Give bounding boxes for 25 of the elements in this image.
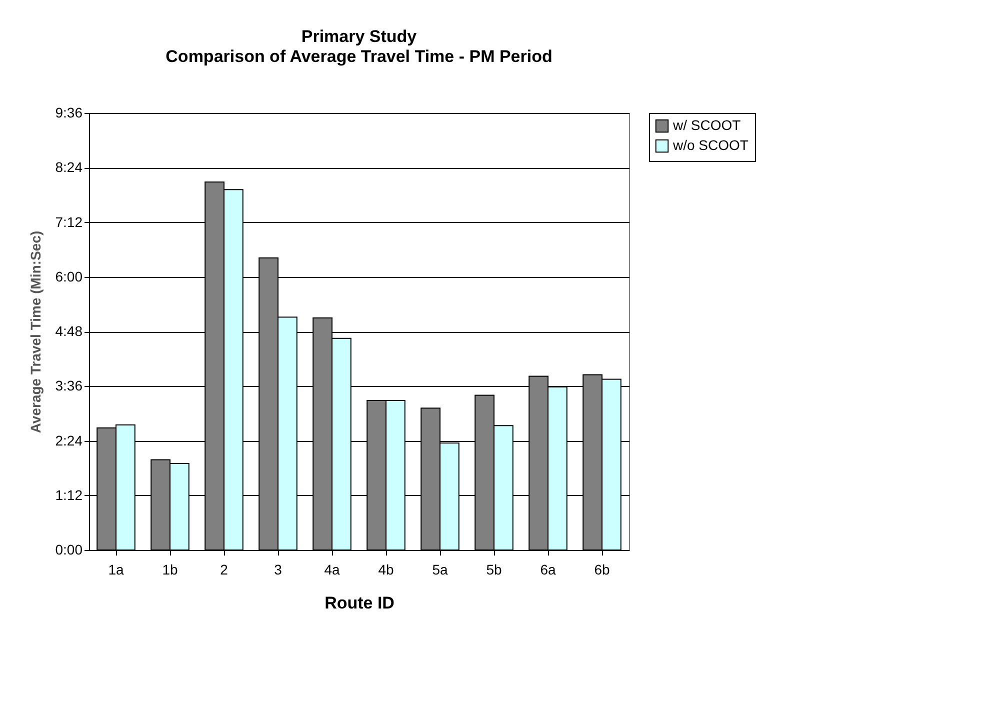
chart-subtitle: Comparison of Average Travel Time - PM Period xyxy=(166,47,552,66)
y-tick-label: 7:12 xyxy=(55,214,83,230)
x-tick-label: 2 xyxy=(220,562,228,578)
y-tick-label: 4:48 xyxy=(55,323,83,339)
x-tick-label: 4b xyxy=(378,562,394,578)
legend-label: w/o SCOOT xyxy=(672,137,749,153)
x-tick-label: 5a xyxy=(432,562,448,578)
x-tick-label: 1b xyxy=(162,562,178,578)
y-tick-label: 8:24 xyxy=(55,159,83,176)
legend-label: w/ SCOOT xyxy=(672,117,742,133)
x-tick-label: 6b xyxy=(594,562,610,578)
x-tick-label: 5b xyxy=(486,562,502,578)
x-tick-label: 1a xyxy=(108,562,124,578)
x-tick-label: 4a xyxy=(324,562,340,578)
y-tick-label: 1:12 xyxy=(55,486,83,503)
x-axis-title: Route ID xyxy=(324,594,394,612)
y-tick-label: 0:00 xyxy=(55,542,83,558)
y-tick-label: 9:36 xyxy=(55,104,83,120)
y-tick-label: 2:24 xyxy=(55,432,83,448)
y-axis-title: Average Travel Time (Min:Sec) xyxy=(27,230,44,434)
y-tick-label: 6:00 xyxy=(55,268,83,284)
chart-title: Primary Study xyxy=(301,27,418,46)
y-tick-label: 3:36 xyxy=(55,378,83,394)
x-tick-label: 6a xyxy=(540,562,556,578)
x-tick-label: 3 xyxy=(274,562,282,578)
